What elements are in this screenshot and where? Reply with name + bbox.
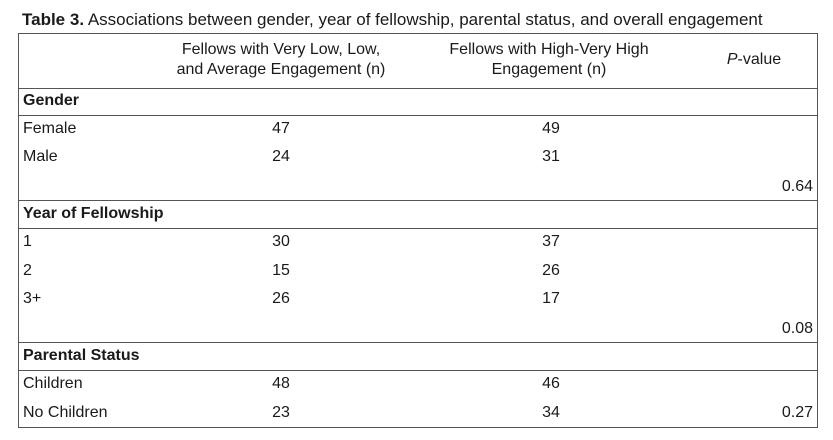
divider	[19, 200, 817, 201]
section-label-year: Year of Fellowship	[23, 205, 164, 222]
header-high-line2: Engagement (n)	[491, 61, 607, 78]
header-p-value: P-value	[689, 50, 819, 70]
header-high-engagement: Fellows with High-Very High Engagement (…	[419, 40, 679, 80]
table-row: 3+ 26 17	[19, 286, 817, 312]
table-row: Male 24 31	[19, 144, 817, 170]
table-caption: Associations between gender, year of fel…	[87, 10, 763, 29]
cell-high: 17	[542, 290, 560, 307]
row-label: Female	[23, 120, 77, 137]
divider	[19, 370, 817, 371]
row-label: No Children	[23, 404, 108, 421]
divider	[19, 228, 817, 229]
cell-high: 34	[542, 404, 560, 421]
row-label: Male	[23, 148, 58, 165]
p-value-year: 0.08	[781, 320, 813, 337]
cell-high: 37	[542, 233, 560, 250]
cell-low: 24	[272, 148, 290, 165]
header-high-line1: Fellows with High-Very High	[449, 41, 649, 58]
cell-high: 46	[542, 375, 560, 392]
table-row: Female 47 49	[19, 116, 817, 142]
cell-high: 49	[542, 120, 560, 137]
p-value-gender: 0.64	[781, 178, 813, 195]
row-label: 1	[23, 233, 32, 250]
table-number: Table 3.	[22, 10, 85, 29]
cell-low: 15	[272, 262, 290, 279]
table-row: No Children 23 34 0.27	[19, 400, 817, 426]
table-row: 1 30 37	[19, 229, 817, 255]
divider	[19, 115, 817, 116]
cell-high: 26	[542, 262, 560, 279]
cell-low: 30	[272, 233, 290, 250]
divider	[19, 342, 817, 343]
cell-low: 47	[272, 120, 290, 137]
header-p-italic: P	[726, 51, 738, 68]
row-label: 2	[23, 262, 32, 279]
divider	[19, 88, 817, 89]
p-value-parental: 0.27	[781, 404, 813, 421]
header-low-line2: and Average Engagement (n)	[176, 61, 386, 78]
cell-low: 26	[272, 290, 290, 307]
row-label: Children	[23, 375, 83, 392]
row-label: 3+	[23, 290, 42, 307]
cell-low: 23	[272, 404, 290, 421]
data-table: Fellows with Very Low, Low, and Average …	[18, 33, 818, 428]
section-label-parental: Parental Status	[23, 347, 140, 364]
table-header: Fellows with Very Low, Low, and Average …	[19, 34, 817, 88]
section-label-gender: Gender	[23, 92, 80, 109]
header-low-engagement: Fellows with Very Low, Low, and Average …	[151, 40, 411, 80]
header-p-rest: -value	[737, 51, 782, 68]
table-title: Table 3. Associations between gender, ye…	[22, 10, 763, 30]
table-row: 2 15 26	[19, 258, 817, 284]
cell-high: 31	[542, 148, 560, 165]
cell-low: 48	[272, 375, 290, 392]
header-low-line1: Fellows with Very Low, Low,	[181, 41, 381, 58]
table-row: Children 48 46	[19, 371, 817, 397]
